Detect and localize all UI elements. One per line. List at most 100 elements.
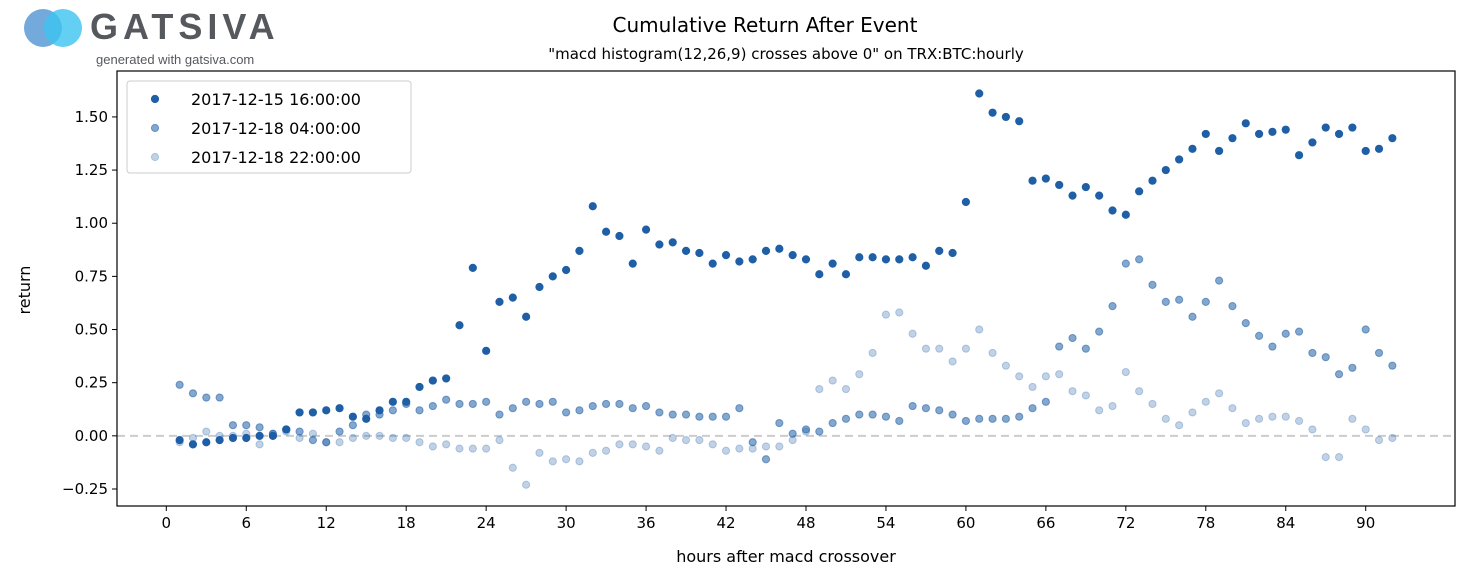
data-point: [575, 457, 584, 466]
data-point: [535, 448, 544, 457]
data-point: [482, 346, 491, 355]
y-tick-label: 0.50: [75, 321, 108, 339]
data-point: [935, 344, 944, 353]
data-point: [895, 416, 904, 426]
data-point: [628, 440, 637, 449]
data-point: [1055, 342, 1064, 351]
data-point: [788, 251, 797, 260]
data-point: [548, 397, 557, 406]
data-point: [415, 382, 424, 392]
data-point: [1015, 117, 1024, 126]
data-point: [1228, 134, 1237, 143]
data-point: [1015, 372, 1024, 381]
legend-marker-2: [150, 123, 160, 133]
data-point: [1121, 259, 1130, 268]
logo-name: GATSIVA: [90, 6, 280, 47]
data-point: [615, 399, 624, 409]
data-point: [1081, 182, 1090, 192]
legend-marker-1: [150, 94, 160, 104]
data-point: [1334, 129, 1344, 139]
legend-box: [126, 80, 412, 174]
data-point: [655, 408, 664, 417]
data-point: [228, 431, 238, 440]
y-tick-label: 1.50: [75, 108, 108, 126]
x-tick-label: 18: [397, 514, 416, 532]
data-point: [961, 197, 971, 207]
data-point: [988, 348, 997, 358]
data-point: [348, 433, 357, 443]
data-point: [1294, 151, 1304, 160]
data-point: [508, 463, 517, 472]
data-point: [801, 427, 811, 436]
data-point: [1148, 176, 1157, 185]
data-point: [761, 455, 771, 464]
data-point: [468, 399, 477, 409]
x-tick-label: 66: [1036, 514, 1055, 532]
data-point: [828, 418, 837, 428]
data-point: [175, 380, 184, 389]
data-point: [1374, 435, 1384, 445]
data-point: [428, 376, 437, 385]
data-point: [348, 421, 357, 430]
data-point: [282, 427, 291, 436]
data-point: [375, 431, 384, 440]
data-point: [482, 444, 491, 453]
data-point: [415, 438, 424, 447]
data-point: [1001, 112, 1010, 122]
data-point: [828, 376, 837, 385]
data-point: [1321, 353, 1330, 362]
data-point: [801, 255, 811, 264]
data-point: [335, 404, 344, 413]
data-point: [495, 435, 504, 445]
data-point: [295, 408, 304, 417]
data-point: [548, 272, 557, 281]
data-point: [641, 225, 651, 234]
data-point: [961, 416, 971, 426]
data-point: [1161, 414, 1170, 423]
data-point: [1121, 210, 1130, 219]
data-point: [1201, 297, 1210, 306]
data-point: [828, 259, 837, 268]
data-point: [1388, 433, 1397, 443]
data-point: [1228, 302, 1237, 311]
data-point: [508, 293, 517, 302]
data-point: [562, 408, 571, 417]
data-point: [868, 253, 877, 262]
chart-title: Cumulative Return After Event: [613, 13, 918, 37]
data-point: [455, 399, 464, 409]
data-point: [495, 410, 504, 419]
data-point: [1374, 144, 1384, 153]
data-point: [1348, 123, 1357, 132]
data-point: [202, 393, 211, 402]
data-point: [455, 444, 464, 453]
data-point: [1254, 331, 1264, 341]
data-point: [255, 440, 264, 449]
series-2: [175, 255, 1397, 464]
data-point: [588, 401, 597, 411]
data-point: [1268, 412, 1277, 421]
data-point: [402, 433, 411, 443]
data-point: [1108, 206, 1117, 215]
data-point: [535, 282, 544, 292]
data-point: [322, 438, 331, 447]
data-point: [308, 408, 318, 417]
data-point: [1281, 125, 1290, 134]
data-point: [681, 246, 691, 255]
data-point: [402, 399, 411, 409]
data-point: [868, 410, 877, 419]
chart-subtitle: "macd histogram(12,26,9) crosses above 0…: [548, 45, 1024, 63]
data-point: [975, 89, 984, 98]
data-point: [1308, 138, 1317, 147]
x-tick-label: 36: [637, 514, 656, 532]
data-point: [975, 414, 984, 423]
data-point: [708, 440, 717, 449]
data-point: [415, 406, 424, 415]
logo-circle-right: [44, 9, 82, 47]
series-1: [175, 89, 1397, 449]
y-tick-label: 1.00: [75, 214, 108, 232]
data-point: [1268, 127, 1277, 136]
data-point: [721, 446, 731, 455]
legend-label-2: 2017-12-18 04:00:00: [191, 119, 361, 138]
data-point: [1081, 344, 1090, 353]
data-point: [1001, 414, 1010, 423]
